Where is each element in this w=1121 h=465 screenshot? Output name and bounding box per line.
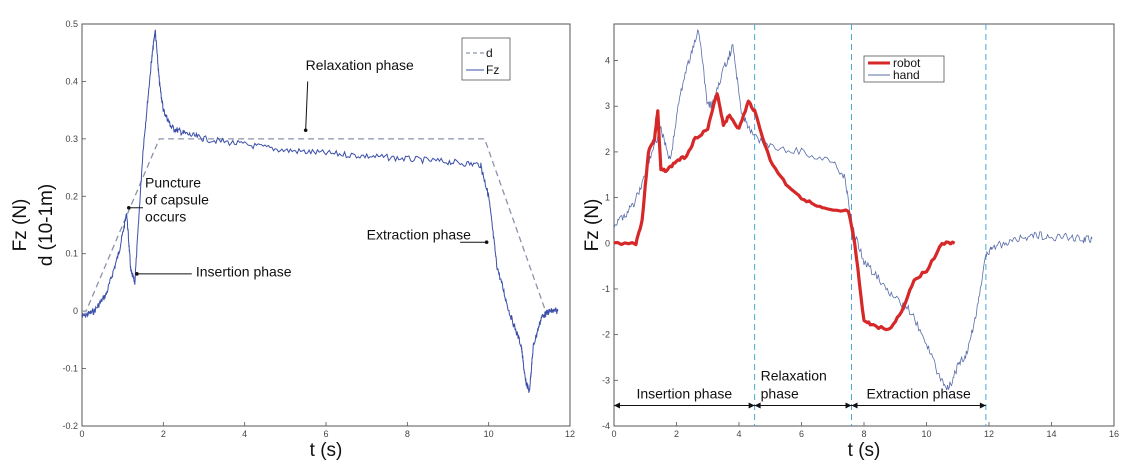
left-annotation-text: Insertion phase [196, 264, 292, 280]
left-x-tick-label: 12 [565, 429, 575, 439]
right-phase-arrowhead-right [845, 402, 852, 409]
left-annotation-arrowhead [303, 128, 308, 133]
left-plot-frame [81, 23, 571, 427]
right-phase-arrowhead-left [754, 402, 761, 409]
right-legend-label-robot: robot [893, 56, 921, 70]
right-x-tick-label: 0 [611, 429, 616, 439]
right-legend-box [863, 55, 945, 83]
left-annotation-arrowhead [484, 240, 489, 245]
right-phase-label: Relaxation [761, 367, 827, 383]
left-y-tick-label: -0.2 [62, 421, 78, 431]
right-x-tick-label: 14 [1046, 429, 1056, 439]
right-y-tick-label: 1 [605, 193, 610, 203]
left-series-fz-line [81, 29, 559, 393]
right-y-tick-label: -1 [602, 284, 610, 294]
left-x-tick-label: 4 [242, 429, 247, 439]
left-x-tick-label: 10 [484, 429, 494, 439]
right-y-tick-label: -3 [602, 375, 610, 385]
right-phase-arrowhead-left [851, 402, 858, 409]
right-legend-label-hand: hand [893, 68, 920, 82]
right-x-tick-label: 12 [984, 429, 994, 439]
left-series [81, 29, 559, 393]
right-x-axis-label: t (s) [848, 440, 881, 461]
right-y-tick-label: 0 [605, 238, 610, 248]
left-annotation-text: Puncture [145, 175, 201, 191]
left-y-tick-label: 0.3 [65, 134, 78, 144]
right-x-tick-label: 4 [736, 429, 741, 439]
left-annotation-text: of capsule [145, 192, 209, 208]
left-y-tick-label: 0.1 [65, 249, 78, 259]
right-y-tick-label: -2 [602, 330, 610, 340]
left-y-axis-label-1: Fz (N) [10, 199, 31, 252]
left-annotation-text: Relaxation phase [306, 57, 414, 73]
right-phase-arrowhead-right [748, 402, 755, 409]
left-y-tick-label: 0.5 [65, 19, 78, 29]
right-x-tick-label: 8 [861, 429, 866, 439]
right-y-axis-label: Fz (N) [582, 199, 603, 252]
right-plot-frame [613, 23, 1115, 427]
right-y-tick-label: -4 [602, 421, 610, 431]
right-phases: Insertion phase Relaxation phase Extraction… [614, 367, 986, 409]
left-y-tick-label: -0.1 [62, 364, 78, 374]
left-annotation-arrowhead [126, 205, 131, 210]
left-legend: d Fz [461, 37, 511, 81]
right-x-tick-label: 16 [1109, 429, 1119, 439]
right-series-hand-line [613, 29, 1093, 391]
left-annotation-text: occurs [145, 209, 186, 225]
right-phase-label: Extraction phase [867, 385, 971, 401]
left-x-tick-label: 6 [323, 429, 328, 439]
left-x-axis-label: t (s) [310, 440, 343, 461]
right-y-tick-label: 3 [605, 101, 610, 111]
left-y-tick-label: 0.2 [65, 191, 78, 201]
right-x-tick-label: 6 [799, 429, 804, 439]
right-x-tick-label: 2 [674, 429, 679, 439]
right-series-robot-line [613, 92, 956, 332]
left-y-tick-label: 0 [73, 306, 78, 316]
left-legend-label-fz: Fz [486, 63, 499, 77]
left-y-tick-label: 0.4 [65, 76, 78, 86]
left-legend-box [461, 37, 511, 81]
right-phase-arrowhead-left [614, 402, 620, 409]
left-annotation-arrow [305, 81, 309, 131]
right-phase-arrowhead-right [979, 402, 986, 409]
left-y-axis-label-2: d (10-1m) [36, 184, 57, 266]
left-x-tick-label: 2 [161, 429, 166, 439]
left-annotation-arrowhead [135, 272, 139, 276]
right-phase-label: Insertion phase [636, 385, 732, 401]
right-x-tick-label: 10 [921, 429, 931, 439]
left-annotation-text: Extraction phase [367, 226, 471, 242]
right-legend: robot hand [863, 55, 945, 83]
left-legend-label-d: d [486, 46, 493, 60]
right-y-tick-label: 4 [605, 56, 610, 66]
left-x-tick-label: 0 [79, 429, 84, 439]
left-x-tick-label: 8 [405, 429, 410, 439]
right-series [613, 29, 1093, 391]
right-y-tick-label: 2 [605, 147, 610, 157]
left-chart: 0 2 4 6 8 10 12 -0.2 -0.1 0 0.1 0.2 0.3 0.4 0.5 Relaxa… [10, 19, 575, 461]
right-phase-label: phase [761, 385, 799, 401]
